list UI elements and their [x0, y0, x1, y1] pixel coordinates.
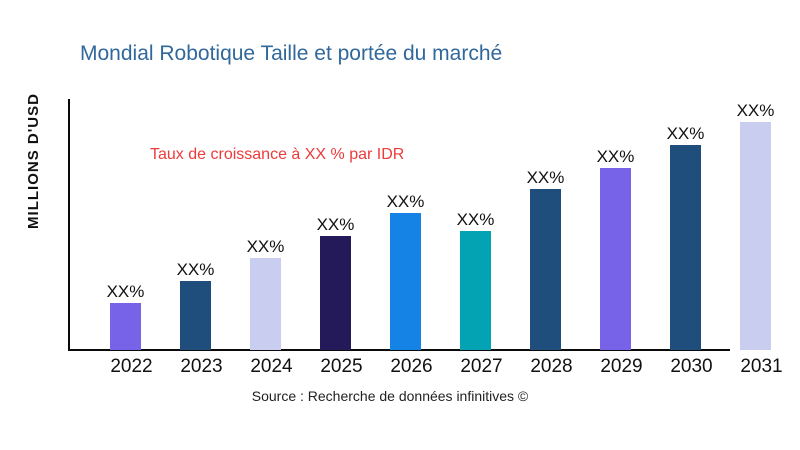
bar-value-label-2022: XX% [106, 282, 145, 301]
y-axis-label: MILLIONS D'USD [25, 93, 42, 229]
x-axis-line [68, 349, 730, 351]
x-tick-2025: 2025 [320, 356, 363, 377]
bar-value-label-2029: XX% [596, 147, 635, 166]
x-tick-2024: 2024 [250, 356, 293, 377]
bar-2025 [320, 236, 351, 350]
x-tick-2030: 2030 [670, 356, 713, 377]
x-tick-2029: 2029 [600, 356, 643, 377]
growth-rate-annotation: Taux de croissance à XX % par IDR [150, 146, 405, 163]
bar-2027 [460, 231, 491, 350]
source-caption: Source : Recherche de données infinitive… [251, 388, 529, 404]
bar-2029 [600, 168, 631, 350]
x-tick-2028: 2028 [530, 356, 573, 377]
bar-value-label-2028: XX% [526, 168, 565, 187]
x-tick-2026: 2026 [390, 356, 433, 377]
x-tick-2031: 2031 [740, 356, 783, 377]
x-tick-2022: 2022 [110, 356, 153, 377]
bar-2026 [390, 213, 421, 350]
bar-2022 [110, 303, 141, 350]
bar-value-label-2027: XX% [456, 210, 495, 229]
x-tick-2027: 2027 [460, 356, 503, 377]
bar-value-label-2024: XX% [246, 237, 285, 256]
bar-value-label-2026: XX% [386, 192, 425, 211]
bar-value-label-2025: XX% [316, 215, 355, 234]
bar-value-label-2031: XX% [736, 101, 775, 120]
bar-value-label-2023: XX% [176, 260, 215, 279]
bar-2024 [250, 258, 281, 350]
y-axis-line [68, 99, 70, 351]
bar-value-label-2030: XX% [666, 124, 705, 143]
bar-2030 [670, 145, 701, 350]
chart-title: Mondial Robotique Taille et portée du ma… [80, 42, 503, 65]
bar-2028 [530, 189, 561, 350]
bar-2023 [180, 281, 211, 350]
bar-2031 [740, 122, 771, 350]
x-tick-2023: 2023 [180, 356, 223, 377]
